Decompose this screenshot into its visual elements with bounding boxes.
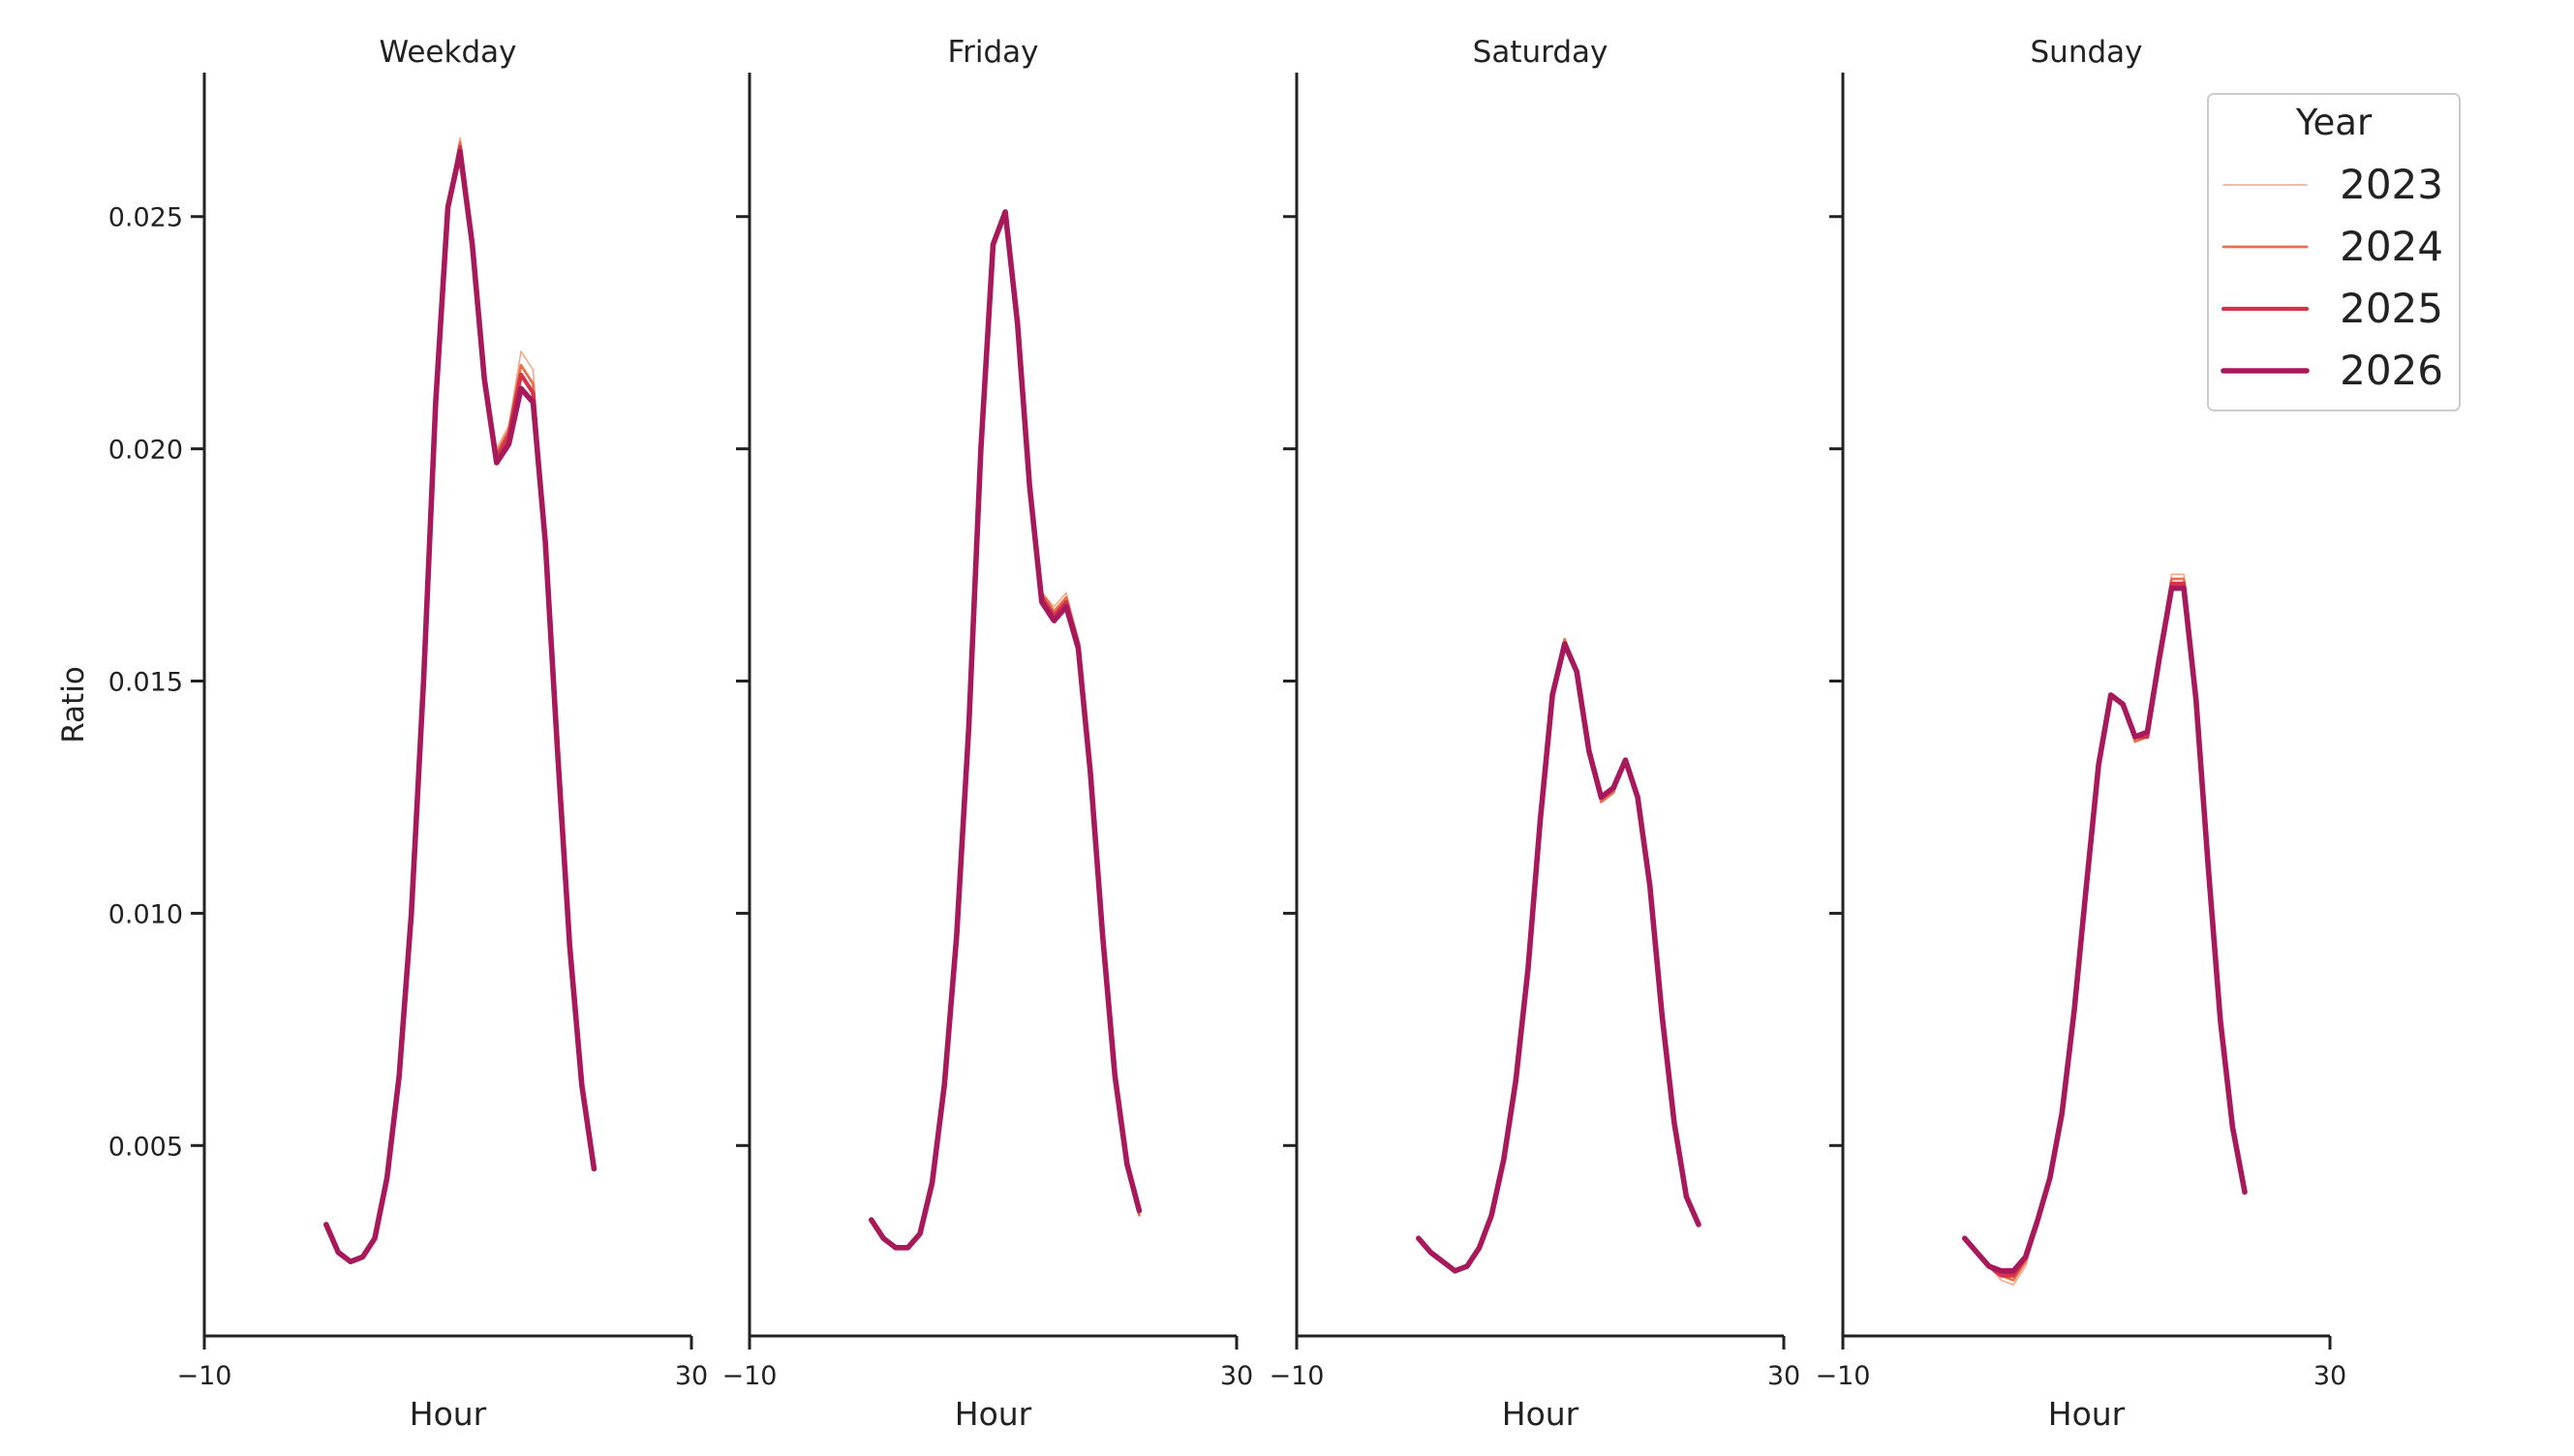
y-tick-label: 0.005 [108,1132,183,1162]
panels: Weekday 0.005 0.010 0.015 0.020 0.025 −10 30 Hou… [108,35,2346,1433]
panel-saturday: Saturday −10 30 Hour [1270,35,1801,1433]
x-axis-label: Hour [955,1395,1032,1433]
legend-label-2023: 2023 [2340,161,2443,208]
y-axis-label: Ratio [56,666,91,743]
series-line-2026 [1416,641,1701,1274]
x-tick-label: −10 [722,1361,778,1391]
panel-sunday: Sunday −10 30 Hour [1816,35,2347,1433]
x-tick-label: 30 [675,1361,708,1391]
x-tick-label: −10 [177,1361,232,1391]
x-axis-label: Hour [2048,1395,2126,1433]
y-tick-label: 0.020 [108,436,183,466]
y-tick-label: 0.010 [108,899,183,929]
panel-title: Friday [948,35,1039,70]
legend-label-2026: 2026 [2340,347,2443,394]
x-axis-label: Hour [1502,1395,1579,1433]
x-axis-label: Hour [410,1395,487,1433]
x-tick-label: 30 [1220,1361,1253,1391]
x-tick-label: −10 [1270,1361,1325,1391]
legend-label-2024: 2024 [2340,223,2443,270]
panel-title: Weekday [380,35,517,70]
series-line-2023 [1964,573,2246,1286]
panel-weekday: Weekday 0.005 0.010 0.015 0.020 0.025 −10 30 Hou… [108,35,708,1433]
series-line-2026 [1962,585,2248,1274]
series-line-2024 [870,210,1141,1250]
legend-title: Year [2295,102,2373,143]
series-line-2026 [322,148,598,1264]
legend-frame [2207,93,2461,411]
series-line-2026 [868,209,1143,1251]
legend-label-2025: 2025 [2340,285,2443,332]
x-tick-label: −10 [1816,1361,1871,1391]
panel-title: Saturday [1473,35,1609,70]
series-line-2023 [871,211,1141,1249]
y-tick-label: 0.025 [108,203,183,233]
panel-friday: Friday −10 30 Hour [722,35,1254,1433]
x-tick-label: 30 [2314,1361,2346,1391]
x-tick-label: 30 [1767,1361,1800,1391]
y-tick-label: 0.015 [108,668,183,698]
legend: Year 2023 2024 2025 2026 [2207,93,2461,411]
series-line-2024 [1963,577,2247,1282]
series-line-2025 [1962,581,2248,1278]
panel-title: Sunday [2031,35,2143,70]
series-line-2025 [869,209,1142,1250]
